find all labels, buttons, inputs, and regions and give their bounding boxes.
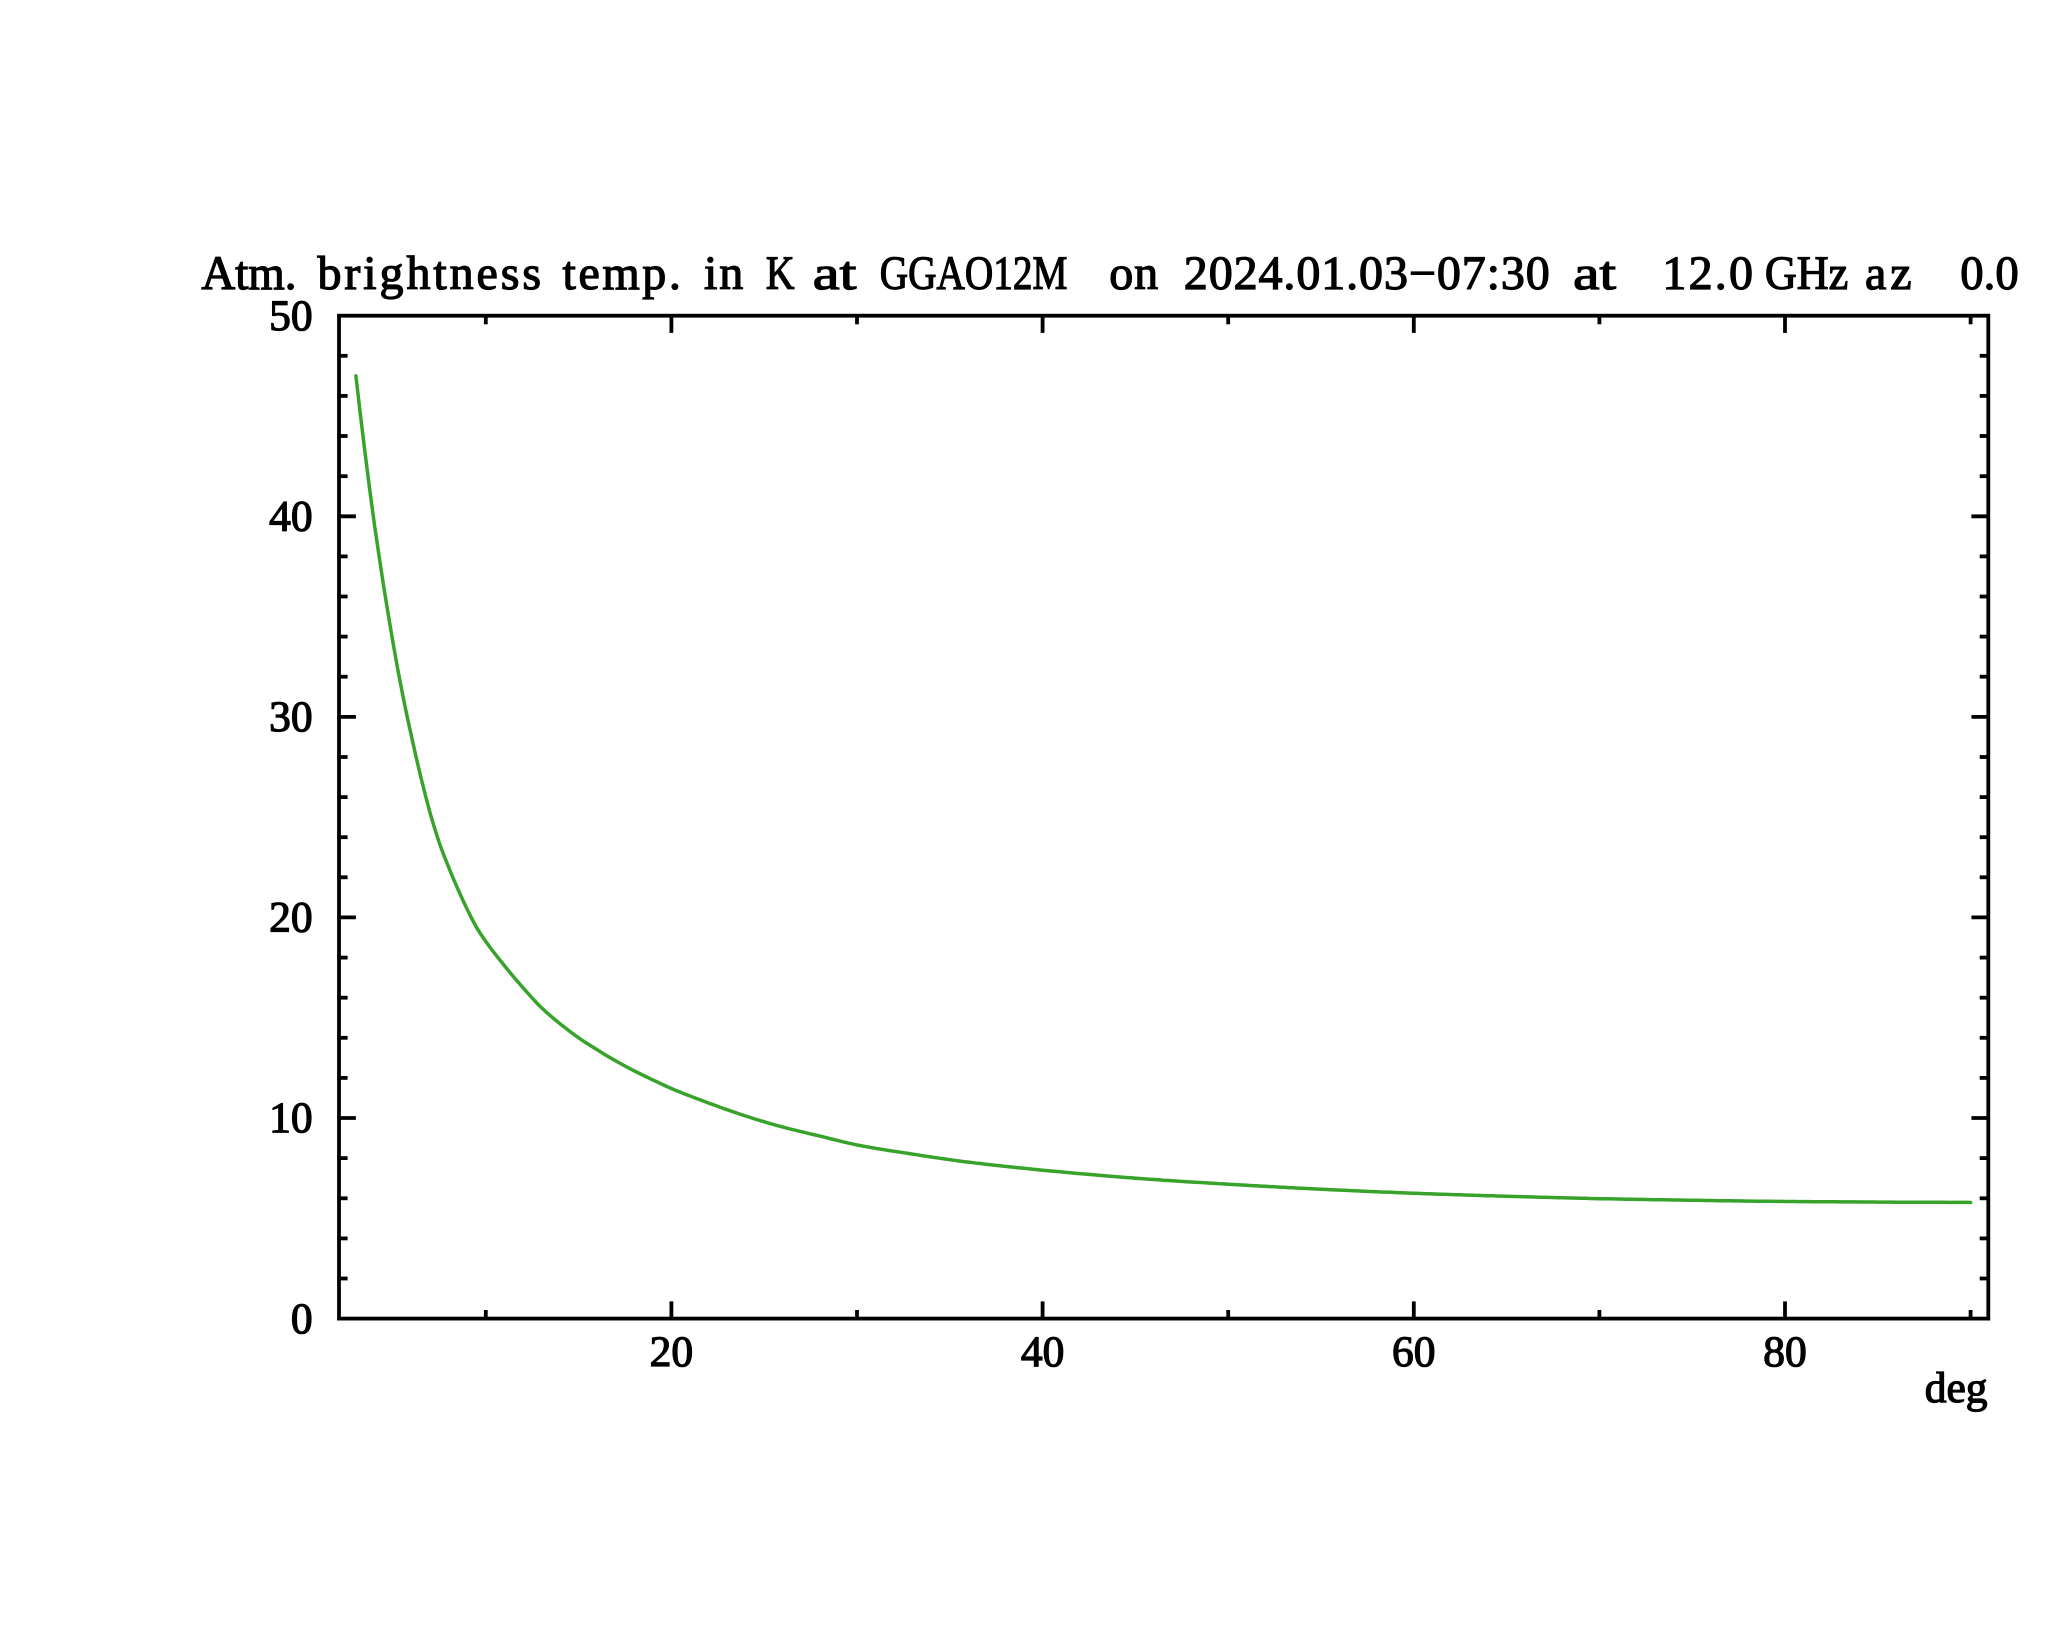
svg-text:0: 0: [291, 1295, 313, 1343]
svg-text:40: 40: [269, 493, 313, 541]
svg-text:60: 60: [1392, 1328, 1436, 1376]
svg-text:on: on: [1109, 247, 1158, 300]
svg-text:Atm.: Atm.: [201, 247, 296, 300]
svg-text:12.0: 12.0: [1662, 247, 1753, 300]
svg-text:at: at: [813, 247, 857, 300]
svg-text:20: 20: [269, 894, 313, 942]
svg-text:80: 80: [1763, 1328, 1807, 1376]
svg-text:20: 20: [650, 1328, 694, 1376]
svg-text:40: 40: [1021, 1328, 1065, 1376]
svg-text:K: K: [766, 247, 795, 300]
svg-text:temp.: temp.: [563, 247, 681, 300]
svg-text:0.0: 0.0: [1960, 247, 2018, 300]
svg-text:GHz: GHz: [1765, 247, 1848, 300]
svg-text:in: in: [704, 247, 743, 300]
svg-text:50: 50: [269, 292, 313, 340]
svg-text:GGAO12M: GGAO12M: [880, 247, 1068, 300]
svg-text:brightness: brightness: [318, 247, 542, 300]
svg-text:at: at: [1573, 247, 1617, 300]
svg-text:30: 30: [269, 693, 313, 741]
svg-text:10: 10: [269, 1094, 313, 1142]
svg-text:deg: deg: [1925, 1364, 1988, 1412]
svg-text:2024.01.03−07:30: 2024.01.03−07:30: [1184, 247, 1550, 300]
